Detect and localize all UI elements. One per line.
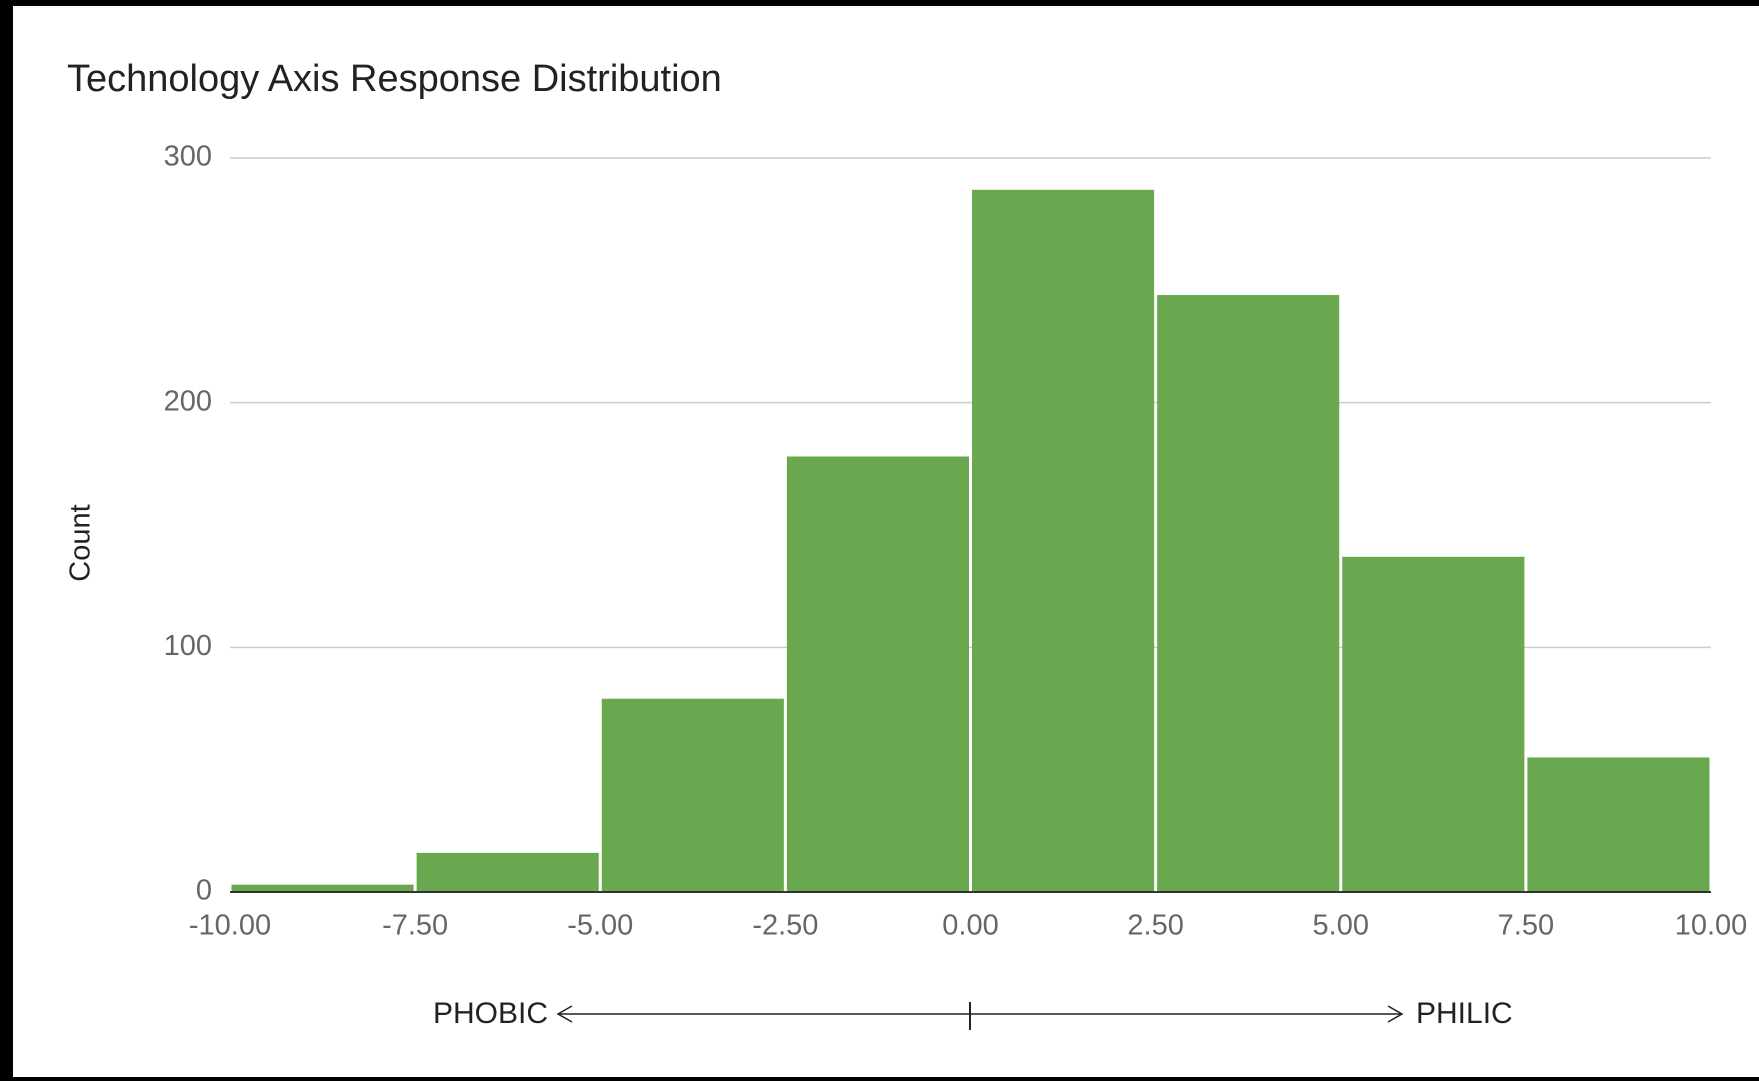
bar <box>1527 757 1710 892</box>
x-tick-label: 0.00 <box>942 910 998 942</box>
annotation-right: PHILIC <box>1416 997 1513 1030</box>
x-tick-label: 10.00 <box>1675 910 1748 942</box>
bar <box>786 456 969 892</box>
x-tick-label: -5.00 <box>567 910 633 942</box>
y-tick-label: 0 <box>196 875 212 907</box>
bar <box>231 884 414 892</box>
x-tick-label: 7.50 <box>1498 910 1554 942</box>
x-tick-label: 5.00 <box>1313 910 1369 942</box>
x-tick-label: -7.50 <box>382 910 448 942</box>
x-tick-label: -10.00 <box>189 910 271 942</box>
y-tick-label: 100 <box>164 630 212 662</box>
bar <box>1342 556 1525 892</box>
bar <box>601 698 784 892</box>
bar <box>1157 295 1340 893</box>
y-tick-label: 200 <box>164 385 212 417</box>
chart-title: Technology Axis Response Distribution <box>67 58 722 100</box>
x-tick-label: -2.50 <box>752 910 818 942</box>
x-tick-label: 2.50 <box>1127 910 1183 942</box>
arrow-head-right <box>1387 1005 1404 1023</box>
bar <box>416 852 599 892</box>
y-tick-label: 300 <box>164 141 212 173</box>
y-axis-label: Count <box>65 504 97 581</box>
bar <box>972 189 1155 893</box>
plot-area: 0 100 200 300 -10.00 -7.50 -5.00 -2.50 0.00 2.50 5… <box>164 141 1748 942</box>
arrow-head-left <box>556 1005 573 1023</box>
annotation-left: PHOBIC <box>433 997 548 1030</box>
